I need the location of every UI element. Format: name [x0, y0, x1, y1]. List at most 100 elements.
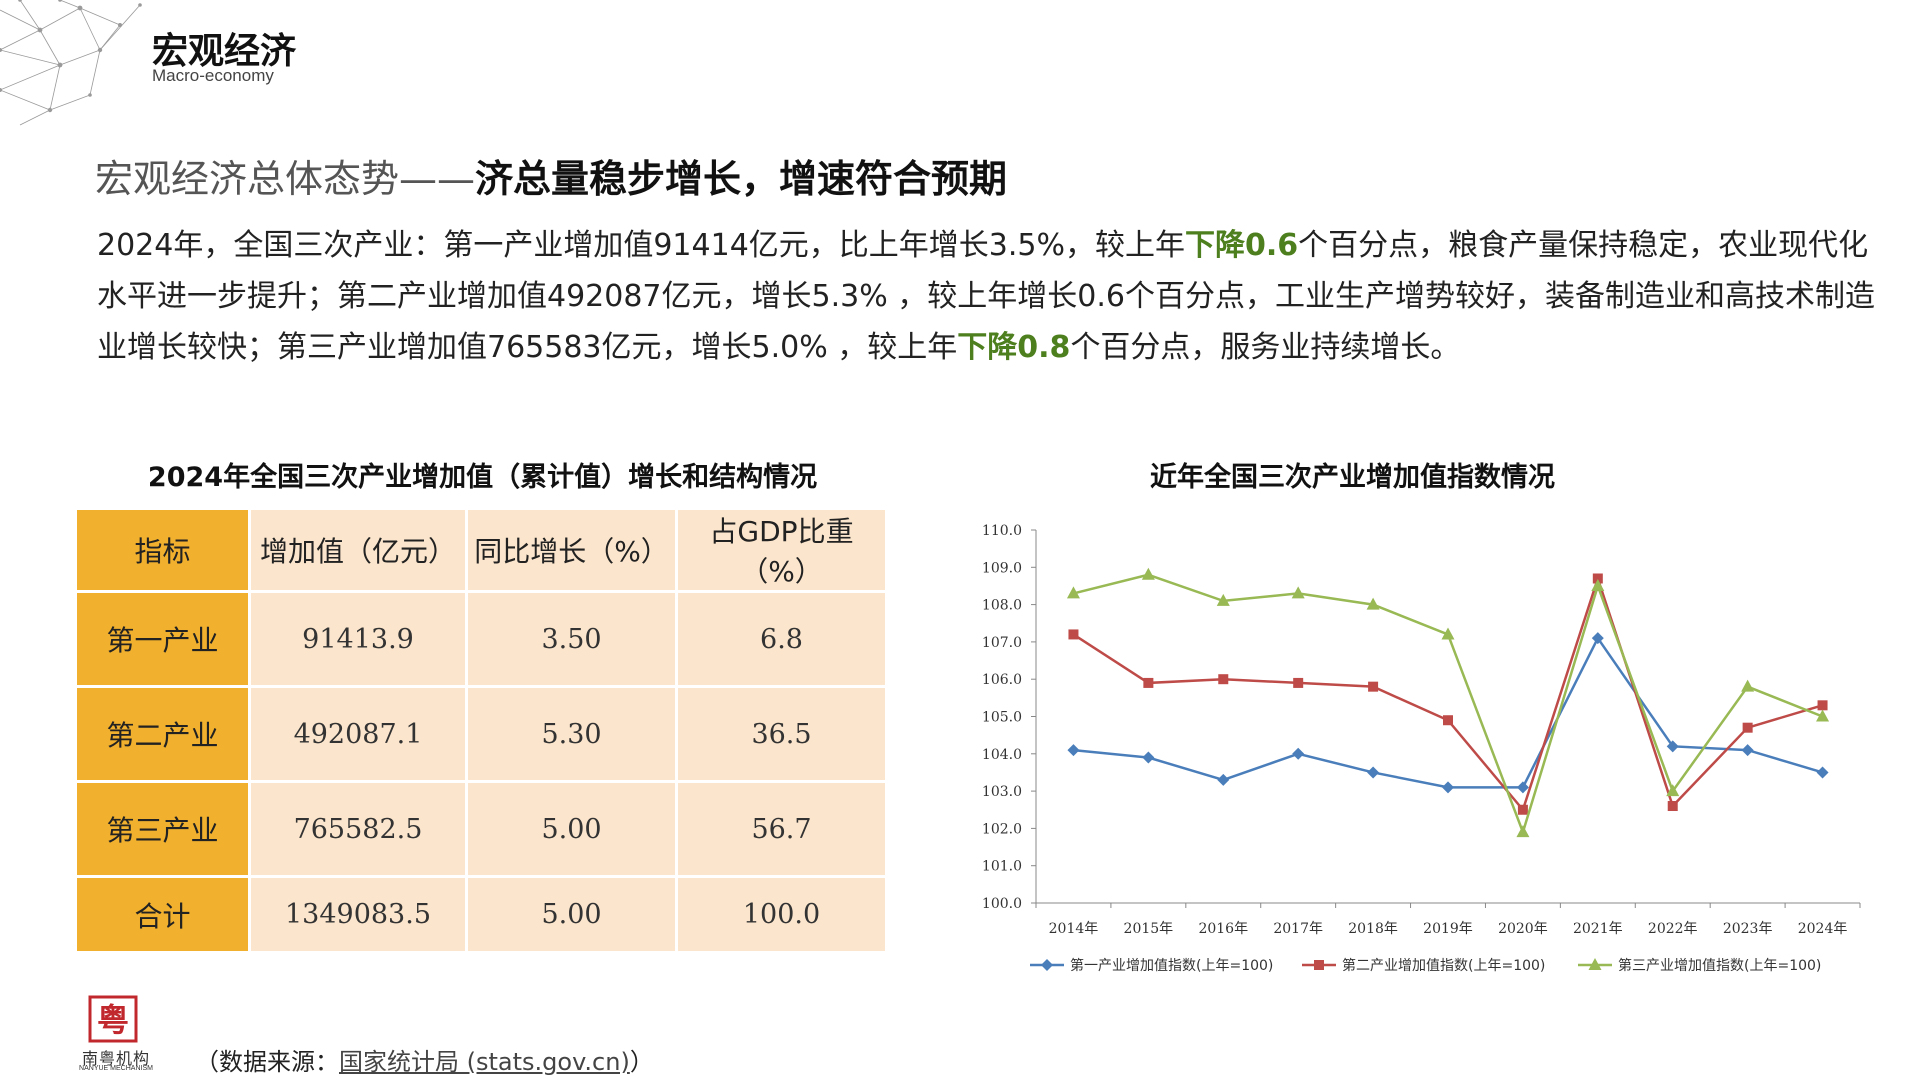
- y-tick-label: 104.0: [982, 747, 1022, 763]
- data-point-tertiary: [1591, 578, 1605, 591]
- x-tick-label: 2019年: [1423, 921, 1473, 937]
- table-cell: 5.00: [465, 780, 678, 878]
- table-header-cell: 同比增长（%）: [465, 507, 678, 593]
- data-source: （数据来源：国家统计局 (stats.gov.cn)）: [195, 1042, 654, 1077]
- data-point-secondary: [1143, 677, 1154, 688]
- y-tick-label: 102.0: [982, 821, 1022, 837]
- summary-paragraph: 2024年，全国三次产业：第一产业增加值91414亿元，比上年增长3.5%，较上…: [97, 220, 1887, 373]
- y-tick-label: 107.0: [982, 635, 1022, 651]
- data-point-tertiary: [1666, 784, 1680, 797]
- row-label: 第三产业: [74, 780, 251, 878]
- y-tick-label: 106.0: [982, 672, 1022, 688]
- paragraph-segment: 个百分点，服务业持续增长。: [1070, 330, 1461, 365]
- row-label: 第二产业: [74, 685, 251, 783]
- highlight-decrease: 下降0.8: [957, 330, 1071, 365]
- source-link[interactable]: 国家统计局 (stats.gov.cn): [339, 1048, 630, 1076]
- x-tick-label: 2022年: [1648, 921, 1698, 937]
- table-cell: 765582.5: [248, 780, 468, 878]
- source-suffix: ）: [629, 1048, 654, 1076]
- x-tick-label: 2015年: [1124, 921, 1174, 937]
- data-point-primary: [1666, 740, 1679, 753]
- y-tick-label: 110.0: [982, 523, 1022, 539]
- table-cell: 492087.1: [248, 685, 468, 783]
- data-point-tertiary: [1816, 709, 1830, 722]
- table-header-cell: 占GDP比重（%）: [675, 507, 888, 593]
- table-header-row: 指标 增加值（亿元） 同比增长（%） 占GDP比重（%）: [74, 507, 888, 593]
- data-point-primary: [1292, 747, 1305, 760]
- paragraph-segment: 2024年，全国三次产业：第一产业增加值91414亿元，比上年增长3.5%，较上…: [97, 228, 1185, 263]
- table-cell: 5.30: [465, 685, 678, 783]
- table-header-cell: 指标: [74, 507, 251, 593]
- slide-headline: 宏观经济总体态势——济总量稳步增长，增速符合预期: [95, 148, 1007, 203]
- series-line-primary: [1073, 635, 1823, 789]
- data-point-primary: [1067, 744, 1080, 757]
- paragraph-segment: 个百分点，粮食产量保持稳定，农业现代化水平进一步提升；第二产业增加值492087…: [97, 228, 1875, 365]
- table-row-total: 合计 1349083.5 5.00 100.0: [74, 875, 888, 954]
- table-cell: 100.0: [675, 875, 888, 954]
- data-point-tertiary: [1216, 593, 1230, 606]
- x-tick-label: 2020年: [1498, 921, 1548, 937]
- data-point-tertiary: [1741, 679, 1755, 692]
- y-tick-label: 100.0: [982, 896, 1022, 912]
- x-tick-label: 2017年: [1273, 921, 1323, 937]
- data-point-tertiary: [1441, 627, 1455, 640]
- series-line-tertiary: [1073, 573, 1824, 836]
- data-point-secondary: [1592, 573, 1603, 584]
- data-point-primary: [1516, 781, 1529, 794]
- table-row: 第二产业 492087.1 5.30 36.5: [74, 685, 888, 783]
- row-label: 合计: [74, 875, 251, 954]
- data-point-tertiary: [1291, 586, 1305, 599]
- data-point-secondary: [1293, 677, 1304, 688]
- data-point-primary: [1142, 751, 1155, 764]
- data-point-tertiary: [1366, 597, 1380, 610]
- legend-label: 第一产业增加值指数(上年=100): [1070, 957, 1273, 974]
- data-point-tertiary: [1066, 586, 1080, 599]
- data-point-secondary: [1742, 722, 1753, 733]
- data-point-secondary: [1218, 674, 1229, 685]
- row-label: 第一产业: [74, 590, 251, 688]
- data-point-primary: [1442, 781, 1454, 794]
- legend-label: 第三产业增加值指数(上年=100): [1618, 957, 1821, 974]
- table-cell: 3.50: [465, 590, 678, 688]
- industry-table: 指标 增加值（亿元） 同比增长（%） 占GDP比重（%） 第一产业 91413.…: [74, 507, 888, 954]
- headline-emphasis: 济总量稳步增长，增速符合预期: [475, 157, 1008, 201]
- y-tick-label: 103.0: [982, 784, 1022, 800]
- x-tick-label: 2016年: [1198, 921, 1248, 937]
- y-tick-label: 105.0: [982, 710, 1022, 726]
- nanyue-logo: 粤 南粤机构 NANYUE MECHANISM: [68, 995, 158, 1075]
- data-point-tertiary: [1141, 567, 1155, 580]
- data-point-secondary: [1517, 804, 1528, 815]
- logo-seal-icon: 粤: [88, 995, 138, 1043]
- network-pattern-decoration: [0, 0, 142, 126]
- legend-marker: [1314, 960, 1324, 970]
- data-point-primary: [1591, 632, 1604, 645]
- data-point-primary: [1367, 766, 1380, 779]
- data-point-primary: [1816, 766, 1829, 779]
- source-prefix: （数据来源：: [195, 1048, 339, 1076]
- x-tick-label: 2014年: [1049, 921, 1099, 937]
- data-point-primary: [1741, 744, 1754, 757]
- legend-marker: [1041, 959, 1053, 971]
- y-tick-label: 101.0: [982, 859, 1022, 875]
- legend-marker: [1588, 958, 1602, 970]
- table-header-cell: 增加值（亿元）: [248, 507, 468, 593]
- x-tick-label: 2018年: [1348, 921, 1398, 937]
- table-row: 第三产业 765582.5 5.00 56.7: [74, 780, 888, 878]
- data-point-tertiary: [1516, 825, 1530, 838]
- y-tick-label: 109.0: [982, 560, 1022, 576]
- svg-text:粤: 粤: [97, 1001, 129, 1039]
- logo-name-en: NANYUE MECHANISM: [79, 1065, 153, 1072]
- table-cell: 6.8: [675, 590, 888, 688]
- series-line-secondary: [1072, 574, 1823, 813]
- data-point-secondary: [1068, 629, 1079, 640]
- table-cell: 91413.9: [248, 590, 468, 688]
- headline-prefix: 宏观经济总体态势——: [95, 157, 476, 201]
- highlight-decrease: 下降0.6: [1185, 228, 1299, 263]
- data-point-secondary: [1817, 700, 1828, 711]
- index-line-chart: 100.0 101.0 102.0 103.0 104.0 105.0 106.0 107.0…: [982, 523, 1861, 974]
- logo-name: 南粤机构: [81, 1049, 150, 1068]
- table-cell: 1349083.5: [248, 875, 468, 954]
- data-point-secondary: [1667, 801, 1678, 812]
- legend-label: 第二产业增加值指数(上年=100): [1342, 957, 1545, 974]
- section-title: 宏观经济: [152, 31, 297, 72]
